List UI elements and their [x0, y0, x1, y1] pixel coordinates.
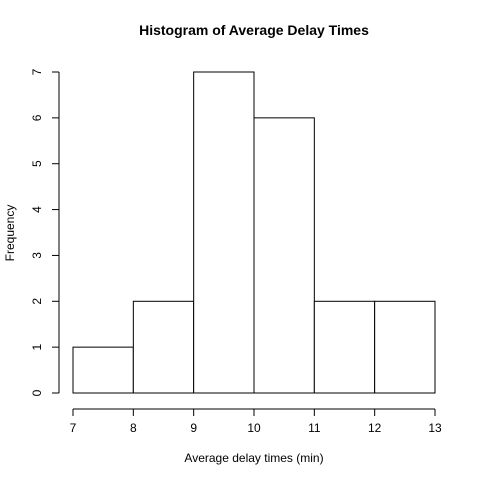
y-tick-label: 3 [30, 252, 44, 259]
chart-title: Histogram of Average Delay Times [139, 22, 369, 38]
x-tick-label: 9 [190, 421, 197, 435]
y-tick-label: 1 [30, 343, 44, 350]
y-tick-label: 5 [30, 160, 44, 167]
x-axis: 7 8 9 10 11 12 13 [70, 408, 442, 435]
x-tick-label: 12 [368, 421, 382, 435]
y-tick-label: 0 [30, 389, 44, 396]
y-tick-label: 6 [30, 114, 44, 121]
histogram-bar-11-12 [313, 300, 376, 394]
x-tick-label: 10 [247, 421, 261, 435]
histogram-bar-8-9 [132, 300, 195, 394]
histogram-bar-10-11 [253, 117, 315, 394]
histogram-bar-12-13 [374, 300, 436, 394]
histogram-bar-9-10 [193, 71, 255, 394]
y-axis-label: Frequency [3, 205, 17, 262]
bars-group [72, 71, 436, 394]
x-tick-label: 8 [130, 421, 137, 435]
x-axis-label: Average delay times (min) [184, 451, 323, 465]
x-tick-label: 11 [308, 421, 321, 435]
histogram-bar-7-8 [72, 346, 134, 394]
x-tick-label: 7 [70, 421, 77, 435]
y-tick-label: 4 [30, 206, 44, 213]
y-axis: 0 1 2 3 4 5 6 7 [30, 68, 60, 396]
x-tick-label: 13 [428, 421, 442, 435]
y-tick-label: 7 [30, 68, 44, 75]
y-tick-label: 2 [30, 298, 44, 305]
